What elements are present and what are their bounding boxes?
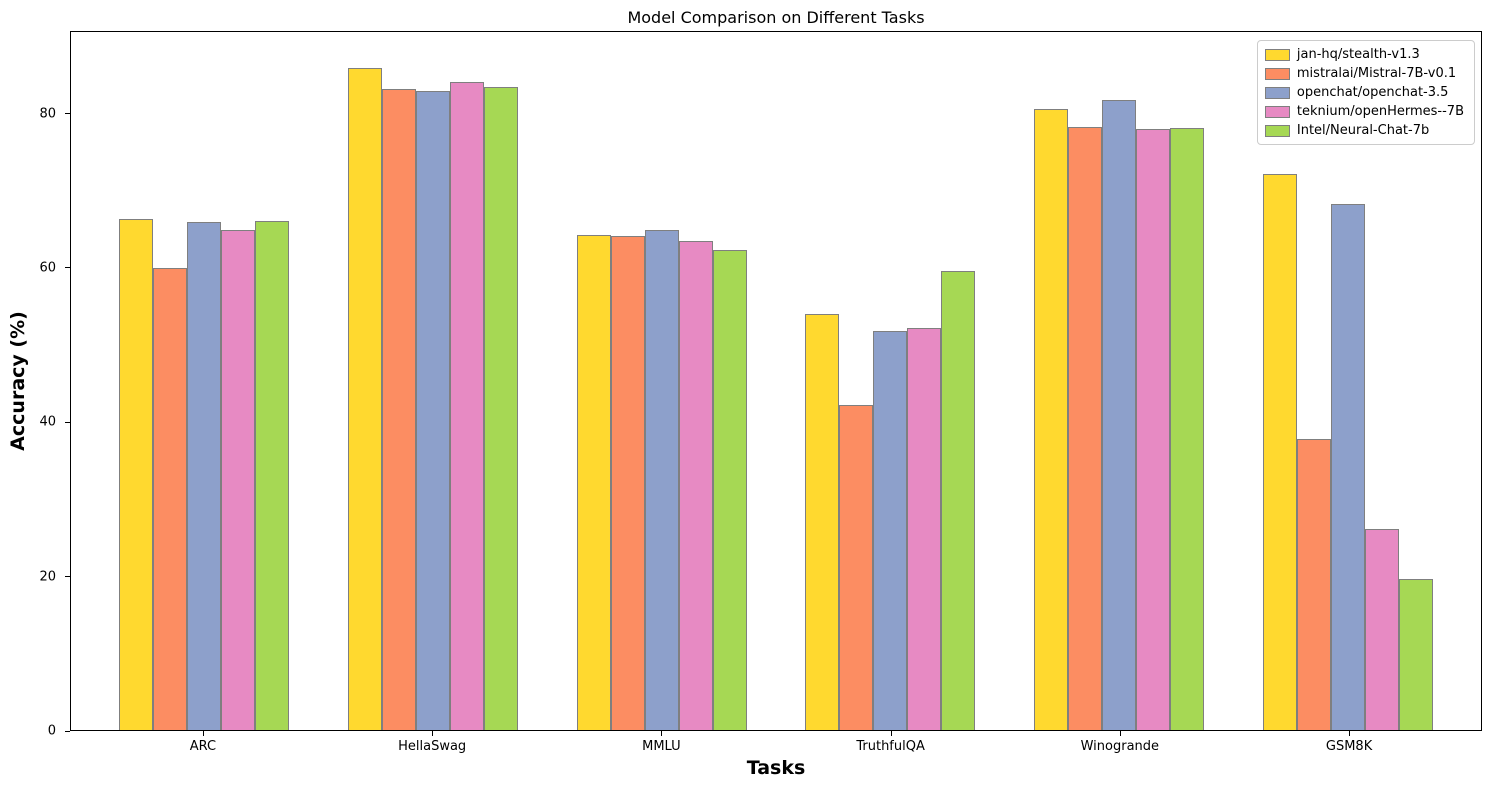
legend-label: mistralai/Mistral-7B-v0.1	[1296, 66, 1457, 81]
x-tick-mark	[661, 731, 663, 736]
bar	[1263, 173, 1298, 730]
bar	[220, 229, 255, 730]
legend-item: mistralai/Mistral-7B-v0.1	[1264, 66, 1464, 81]
bar	[1399, 579, 1434, 730]
bar	[347, 68, 382, 730]
x-tick-label-hellaswag: HellaSwag	[398, 739, 467, 754]
x-tick-label-truthfulqa: TruthfulQA	[856, 739, 925, 754]
bar-group-gsm8k	[1263, 173, 1434, 730]
bar	[678, 240, 713, 730]
y-tick-label: 0	[47, 723, 56, 739]
x-tick-label-mmlu: MMLU	[642, 739, 681, 754]
legend-item: openchat/openchat-3.5	[1264, 85, 1464, 100]
y-axis-label: Accuracy (%)	[7, 311, 29, 451]
legend-swatch-icon	[1264, 86, 1290, 99]
plot-area	[70, 31, 1482, 731]
y-tick-mark	[65, 730, 70, 732]
y-tick-label: 80	[39, 106, 56, 122]
y-tick-label: 20	[39, 569, 56, 585]
legend-label: jan-hq/stealth-v1.3	[1296, 47, 1420, 62]
x-tick-label-winogrande: Winogrande	[1080, 739, 1160, 754]
bar	[381, 88, 416, 730]
bar-group-mmlu	[576, 229, 747, 730]
bar	[1170, 128, 1205, 730]
bar	[483, 86, 518, 730]
legend-swatch-icon	[1264, 67, 1290, 80]
bar	[1365, 529, 1400, 730]
bar-group-hellaswag	[347, 68, 518, 730]
bar	[186, 222, 221, 730]
bar	[1136, 128, 1171, 730]
bar	[576, 235, 611, 730]
x-tick-mark	[890, 731, 892, 736]
bar	[254, 220, 289, 730]
y-tick-label: 40	[39, 414, 56, 430]
x-axis-label: Tasks	[746, 757, 806, 779]
legend-swatch-icon	[1264, 105, 1290, 118]
bar	[1068, 126, 1103, 730]
y-tick-mark	[65, 267, 70, 269]
bar	[712, 249, 747, 730]
bar	[644, 229, 679, 730]
x-tick-label-arc: ARC	[189, 739, 217, 754]
x-tick-mark	[202, 731, 204, 736]
legend-item: teknium/openHermes--7B	[1264, 104, 1464, 119]
chart-title: Model Comparison on Different Tasks	[627, 8, 925, 27]
x-tick-mark	[1349, 731, 1351, 736]
bar	[941, 270, 976, 730]
x-tick-mark	[1119, 731, 1121, 736]
bar	[1297, 439, 1332, 730]
legend-swatch-icon	[1264, 124, 1290, 137]
bar	[415, 91, 450, 730]
bars-container	[71, 32, 1481, 730]
y-tick-mark	[65, 113, 70, 115]
bar	[1034, 108, 1069, 730]
x-tick-mark	[432, 731, 434, 736]
bar	[805, 313, 840, 730]
bar	[873, 330, 908, 730]
x-tick-label-gsm8k: GSM8K	[1325, 739, 1373, 754]
bar	[1331, 204, 1366, 730]
bar	[152, 268, 187, 730]
legend-label: openchat/openchat-3.5	[1296, 85, 1449, 100]
bar	[839, 405, 874, 730]
legend-item: jan-hq/stealth-v1.3	[1264, 47, 1464, 62]
legend: jan-hq/stealth-v1.3 mistralai/Mistral-7B-…	[1256, 40, 1475, 145]
legend-swatch-icon	[1264, 48, 1290, 61]
bar	[449, 82, 484, 730]
legend-item: Intel/Neural-Chat-7b	[1264, 123, 1464, 138]
bar-group-truthfulqa	[805, 270, 976, 730]
bar-group-arc	[118, 219, 289, 730]
y-tick-mark	[65, 421, 70, 423]
legend-label: Intel/Neural-Chat-7b	[1296, 123, 1430, 138]
bar	[118, 219, 153, 730]
legend-label: teknium/openHermes--7B	[1296, 104, 1464, 119]
bar	[610, 235, 645, 730]
bar-group-winogrande	[1034, 99, 1205, 730]
y-tick-label: 60	[39, 260, 56, 276]
y-tick-mark	[65, 576, 70, 578]
bar	[1102, 99, 1137, 730]
bar	[907, 328, 942, 730]
